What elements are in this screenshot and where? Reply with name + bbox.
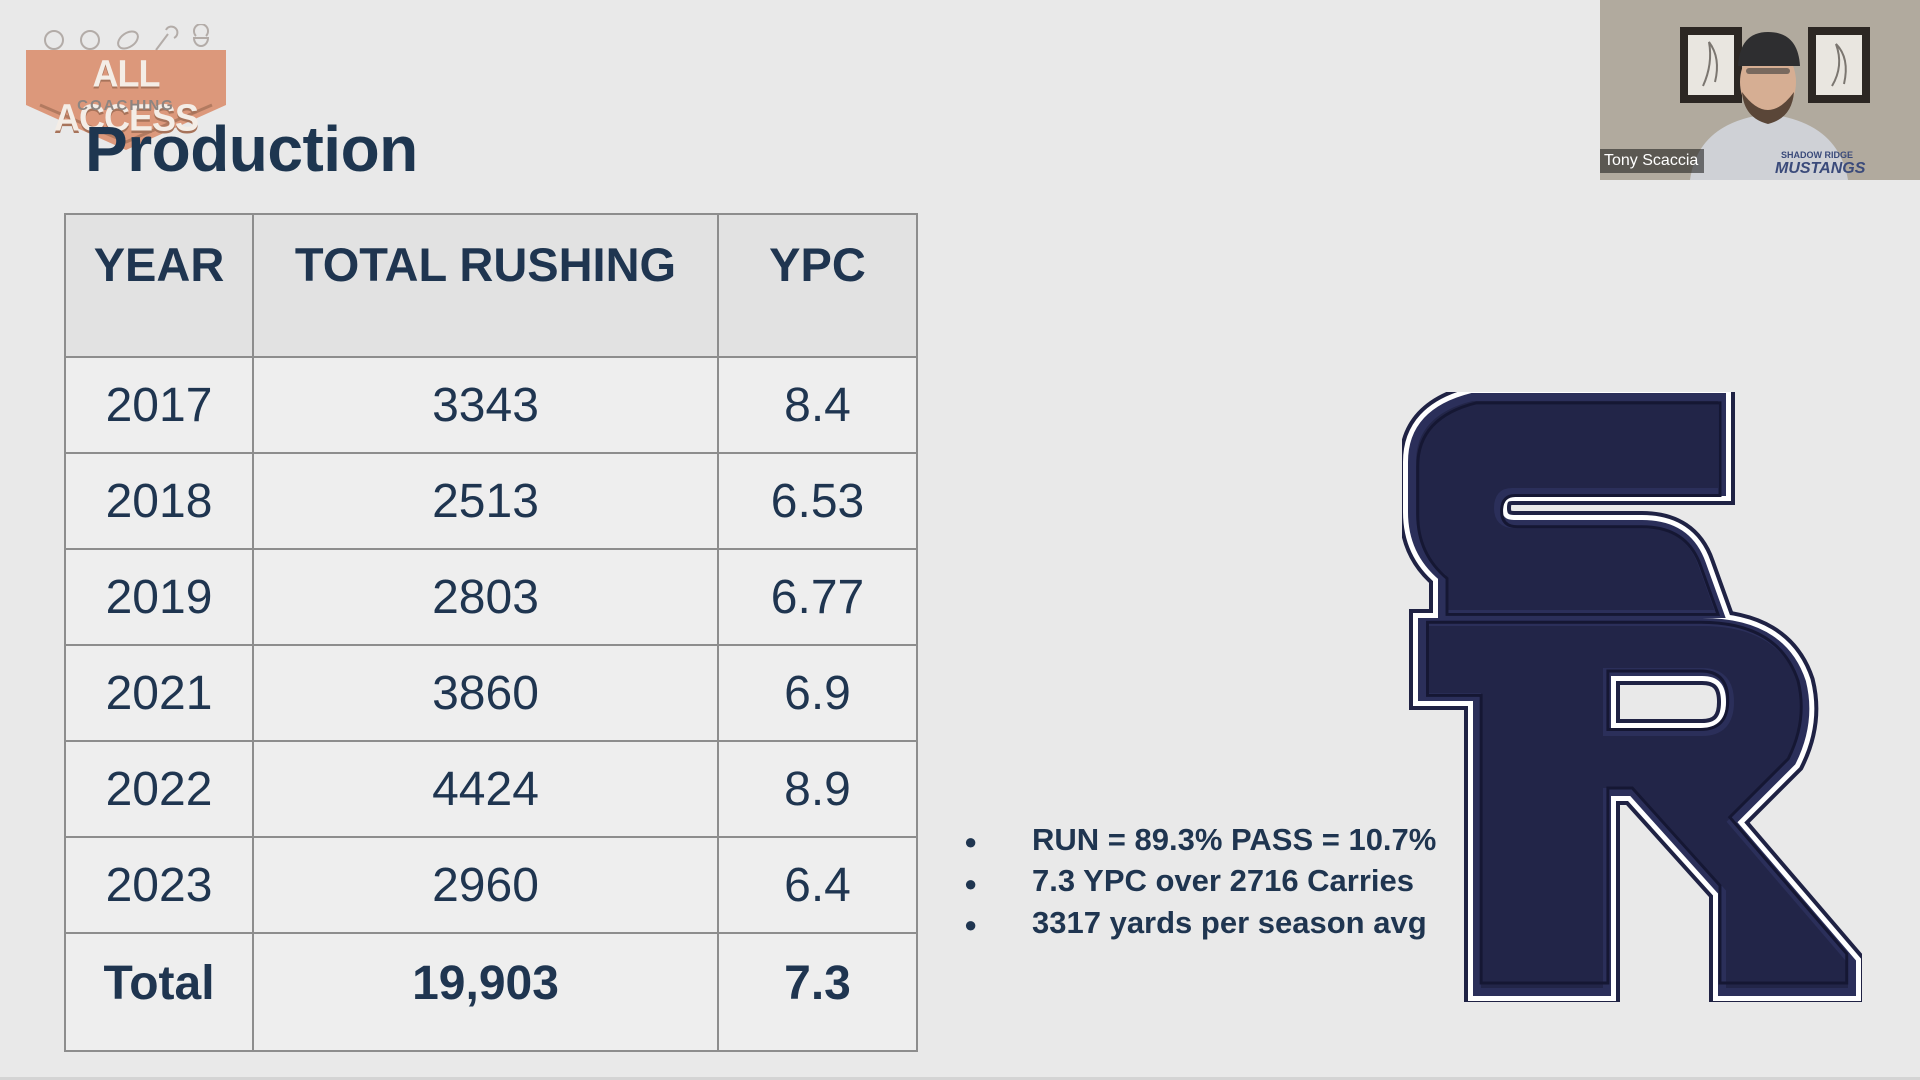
header-ypc: YPC xyxy=(717,213,918,358)
lacrosse-stick-icon xyxy=(155,25,179,51)
participant-shirt xyxy=(1690,114,1848,180)
table-header-row: YEAR TOTAL RUSHING YPC xyxy=(64,213,918,358)
bullet-icon: ● xyxy=(964,829,978,855)
participant-cap xyxy=(1738,32,1800,66)
cell-year: 2023 xyxy=(64,836,254,934)
cell-total-rushing: 4424 xyxy=(252,740,719,838)
highlight-text: RUN = 89.3% PASS = 10.7% xyxy=(1032,822,1437,857)
header-total-rushing: TOTAL RUSHING xyxy=(252,213,719,358)
list-item: ● 3317 yards per season avg xyxy=(964,903,1436,944)
video-participant-tile[interactable]: SHADOW RIDGE MUSTANGS Tony Scaccia xyxy=(1600,0,1920,180)
list-item: ● RUN = 89.3% PASS = 10.7% xyxy=(964,820,1436,861)
cell-ypc: 8.9 xyxy=(717,740,918,838)
cell-ypc: 6.53 xyxy=(717,452,918,550)
brand-banner xyxy=(26,50,226,150)
slide-title: Production xyxy=(85,113,418,185)
table-row: 2017 3343 8.4 xyxy=(64,356,918,454)
football-icon xyxy=(117,30,139,50)
bottom-divider xyxy=(0,1077,1920,1080)
cell-total-ypc: 7.3 xyxy=(717,932,918,1052)
sr-team-logo xyxy=(1402,392,1862,1002)
shirt-text-top: SHADOW RIDGE xyxy=(1781,150,1853,160)
highlight-text: 7.3 YPC over 2716 Carries xyxy=(1032,863,1415,899)
bullet-icon: ● xyxy=(964,911,978,937)
kettlebell-icon xyxy=(192,24,210,47)
sport-icons xyxy=(44,24,210,51)
participant-video-frame: SHADOW RIDGE MUSTANGS xyxy=(1600,0,1920,180)
table-row: 2022 4424 8.9 xyxy=(64,740,918,838)
volleyball-icon xyxy=(80,30,100,50)
cell-year: 2022 xyxy=(64,740,254,838)
cell-total-rushing: 2803 xyxy=(252,548,719,646)
cell-ypc: 6.9 xyxy=(717,644,918,742)
cell-total-rushing-sum: 19,903 xyxy=(252,932,719,1052)
highlights-list: ● RUN = 89.3% PASS = 10.7% ● 7.3 YPC over … xyxy=(964,820,1436,944)
table-row: 2021 3860 6.9 xyxy=(64,644,918,742)
cell-total-rushing: 2513 xyxy=(252,452,719,550)
cell-total-label: Total xyxy=(64,932,254,1052)
all-access-coaching-logo: ALL ACCESS COACHING xyxy=(26,20,226,155)
participant-name-label: Tony Scaccia xyxy=(1600,149,1705,173)
cell-total-rushing: 3860 xyxy=(252,644,719,742)
cell-ypc: 6.4 xyxy=(717,836,918,934)
table-row: 2019 2803 6.77 xyxy=(64,548,918,646)
list-item: ● 7.3 YPC over 2716 Carries xyxy=(964,861,1436,902)
header-year: YEAR xyxy=(64,213,254,358)
bullet-icon: ● xyxy=(964,870,978,896)
cell-year: 2018 xyxy=(64,452,254,550)
brand-subtitle: COACHING xyxy=(77,97,175,114)
cell-total-rushing: 3343 xyxy=(252,356,719,454)
brand-name: ALL ACCESS xyxy=(53,51,199,140)
cell-year: 2017 xyxy=(64,356,254,454)
shirt-text-bottom: MUSTANGS xyxy=(1775,160,1866,177)
table-row: 2023 2960 6.4 xyxy=(64,836,918,934)
cell-year: 2021 xyxy=(64,644,254,742)
table-row: 2018 2513 6.53 xyxy=(64,452,918,550)
table-total-row: Total 19,903 7.3 xyxy=(64,932,918,1052)
cell-ypc: 8.4 xyxy=(717,356,918,454)
production-table: YEAR TOTAL RUSHING YPC 2017 3343 8.4 201… xyxy=(64,213,918,1052)
cell-ypc: 6.77 xyxy=(717,548,918,646)
cell-year: 2019 xyxy=(64,548,254,646)
baseball-icon xyxy=(44,30,64,50)
cell-total-rushing: 2960 xyxy=(252,836,719,934)
highlight-text: 3317 yards per season avg xyxy=(1032,904,1427,940)
